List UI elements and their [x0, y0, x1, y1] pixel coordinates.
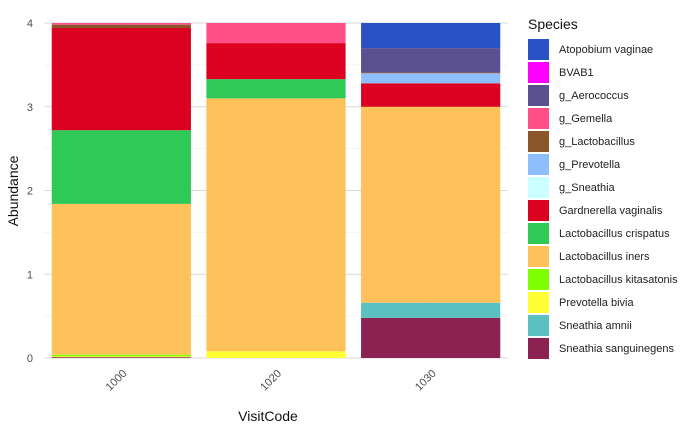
- bar-segment-1030-lactobacillus-iners: [361, 106, 501, 303]
- bar-segment-1030-g-lactobacillus: [361, 72, 501, 74]
- legend-item: Gardnerella vaginalis: [528, 199, 678, 222]
- bar-segment-1030-g-prevotella: [361, 73, 501, 84]
- legend-swatch: [528, 154, 549, 175]
- bars-group: [51, 23, 501, 358]
- legend-swatch: [528, 338, 549, 359]
- bar-segment-1000-lactobacillus-crispatus: [51, 130, 191, 204]
- legend-item: g_Gemella: [528, 107, 678, 130]
- y-tick-label: 3: [27, 102, 33, 114]
- legend-item: g_Lactobacillus: [528, 130, 678, 153]
- legend-item: Atopobium vaginae: [528, 38, 678, 61]
- legend-label: g_Gemella: [559, 112, 613, 125]
- legend-item: Sneathia sanguinegens: [528, 337, 678, 360]
- legend-swatch: [528, 177, 549, 198]
- bar-segment-1000-sneathia-sanguinegens: [51, 357, 191, 358]
- y-tick-label: 4: [27, 18, 33, 30]
- legend-item: g_Sneathia: [528, 176, 678, 199]
- bar-segment-1020-gardnerella-vaginalis: [206, 43, 346, 80]
- bar-segment-1020-prevotella-bivia: [206, 351, 346, 358]
- legend-item: Lactobacillus kitasatonis: [528, 268, 678, 291]
- x-tick-label: 1000: [104, 368, 130, 394]
- bar-segment-1030-g-aerococcus: [361, 48, 501, 73]
- legend-item: BVAB1: [528, 61, 678, 84]
- legend-label: Lactobacillus crispatus: [559, 227, 670, 240]
- bar-segment-1000-g-gemella: [51, 23, 191, 25]
- bar-segment-1000-prevotella-bivia: [51, 356, 191, 358]
- legend-swatch: [528, 269, 549, 290]
- y-axis-ticks: 0 1 2 3 4: [27, 18, 33, 365]
- legend-swatch: [528, 131, 549, 152]
- bar-segment-1000-lactobacillus-iners: [51, 203, 191, 355]
- legend-label: Lactobacillus kitasatonis: [559, 273, 678, 286]
- legend-item: g_Prevotella: [528, 153, 678, 176]
- x-axis-ticks: 1000 1020 1030: [104, 368, 439, 394]
- y-axis-title: Abundance: [5, 155, 21, 226]
- legend-label: BVAB1: [559, 66, 594, 79]
- legend-label: g_Aerococcus: [559, 89, 629, 102]
- bar-segment-1020-g-gemella: [206, 23, 346, 44]
- bar-segment-1000-g-lactobacillus: [51, 24, 191, 29]
- legend-swatch: [528, 62, 549, 83]
- legend-item: Prevotella bivia: [528, 291, 678, 314]
- legend-item: Lactobacillus crispatus: [528, 222, 678, 245]
- legend-label: Prevotella bivia: [559, 296, 634, 309]
- bar-segment-1020-lactobacillus-iners: [206, 98, 346, 352]
- legend-swatch: [528, 315, 549, 336]
- y-tick-label: 1: [27, 269, 33, 281]
- bar-segment-1030-sneathia-amnii: [361, 302, 501, 318]
- legend-swatch: [528, 200, 549, 221]
- legend-title: Species: [528, 16, 578, 32]
- legend-swatch: [528, 39, 549, 60]
- legend-item: Sneathia amnii: [528, 314, 678, 337]
- legend-label: Sneathia sanguinegens: [559, 342, 674, 355]
- x-tick-label: 1030: [413, 368, 439, 394]
- legend-label: Gardnerella vaginalis: [559, 204, 663, 217]
- x-tick-label: 1020: [258, 368, 284, 394]
- legend-label: Sneathia amnii: [559, 319, 632, 332]
- bar-segment-1020-lactobacillus-crispatus: [206, 79, 346, 99]
- legend-swatch: [528, 292, 549, 313]
- bar-segment-1000-gardnerella-vaginalis: [51, 28, 191, 131]
- legend-swatch: [528, 108, 549, 129]
- bar-segment-1000-lactobacillus-kitasatonis: [51, 354, 191, 357]
- stacked-bar-chart: 0 1 2 3 4 1000 1020 1030 VisitCode Abundance: [5, 18, 508, 424]
- legend-label: g_Sneathia: [559, 181, 615, 194]
- bar-segment-1030-sneathia-sanguinegens: [361, 317, 501, 358]
- legend-items: Atopobium vaginae BVAB1 g_Aerococcus g_Geme…: [528, 38, 678, 360]
- legend-label: Atopobium vaginae: [559, 43, 654, 56]
- legend-swatch: [528, 223, 549, 244]
- y-tick-label: 2: [27, 186, 33, 198]
- legend-label: g_Lactobacillus: [559, 135, 635, 148]
- legend-item: Lactobacillus iners: [528, 245, 678, 268]
- x-axis-title: VisitCode: [238, 408, 298, 424]
- bar-segment-1030-gardnerella-vaginalis: [361, 83, 501, 107]
- legend-label: g_Prevotella: [559, 158, 621, 171]
- legend-swatch: [528, 85, 549, 106]
- y-tick-label: 0: [27, 353, 33, 365]
- legend-item: g_Aerococcus: [528, 84, 678, 107]
- legend-swatch: [528, 246, 549, 267]
- legend-label: Lactobacillus iners: [559, 250, 650, 263]
- bar-segment-1030-atopobium-vaginae: [361, 23, 501, 49]
- legend: Species Atopobium vaginae BVAB1 g_Aerococc…: [528, 16, 678, 360]
